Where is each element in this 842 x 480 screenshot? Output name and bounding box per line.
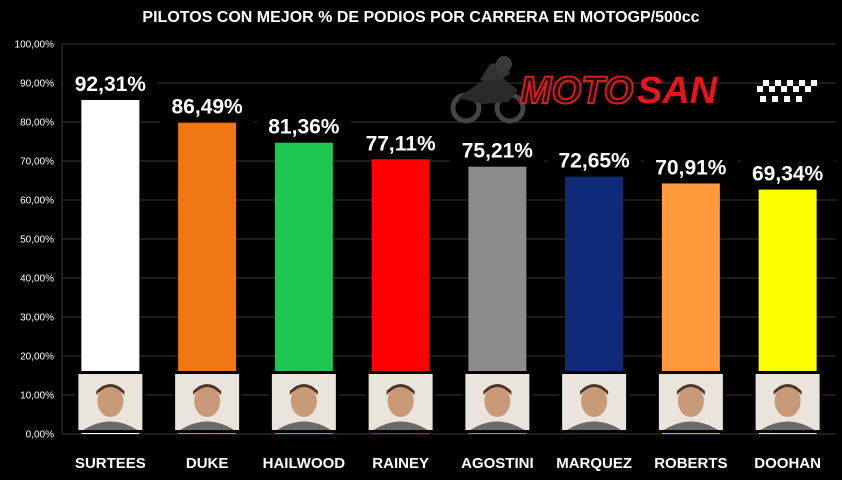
y-tick-label: 60,00%	[20, 196, 54, 207]
data-label-box	[160, 88, 255, 123]
y-tick-label: 40,00%	[20, 274, 54, 285]
y-tick-label: 20,00%	[20, 352, 54, 363]
rider-portrait-icon	[462, 371, 533, 433]
y-tick-label: 50,00%	[20, 235, 54, 246]
data-label-box	[63, 65, 158, 100]
y-tick-label: 10,00%	[20, 391, 54, 402]
category-label: MARQUEZ	[556, 455, 632, 472]
data-label: 72,65%	[559, 150, 631, 173]
y-tick-label: 30,00%	[20, 313, 54, 324]
data-label: 75,21%	[462, 140, 534, 163]
data-label-box	[256, 108, 351, 143]
category-label: RAINEY	[372, 455, 429, 472]
y-tick-label: 70,00%	[20, 157, 54, 168]
rider-portrait-icon	[172, 371, 243, 433]
data-label-box	[547, 142, 642, 177]
rider-portrait-icon	[268, 371, 339, 433]
rider-photos	[75, 371, 823, 433]
category-label: SURTEES	[75, 455, 146, 472]
data-label-box	[353, 125, 448, 160]
data-label-box	[450, 132, 545, 167]
logo-text-san: SAN	[637, 70, 719, 112]
chart-title: PILOTOS CON MEJOR % DE PODIOS POR CARRER…	[142, 9, 699, 26]
data-label: 92,31%	[75, 73, 147, 96]
data-label-box	[643, 149, 738, 184]
checkered-flag-icon	[757, 80, 817, 102]
category-label: ROBERTS	[654, 455, 727, 472]
motosan-logo: MOTO SAN	[450, 56, 817, 124]
y-axis-tick-labels: 0,00% 10,00% 20,00% 30,00% 40,00% 50,00% 60,00…	[15, 40, 55, 441]
y-tick-label: 0,00%	[26, 430, 54, 441]
data-label: 86,49%	[172, 96, 244, 119]
data-label: 77,11%	[366, 132, 436, 155]
data-label: 70,91%	[655, 156, 727, 179]
y-tick-label: 80,00%	[20, 118, 54, 129]
category-label: DOOHAN	[754, 455, 821, 472]
category-labels: SURTEES DUKE HAILWOOD RAINEY AGOSTINI MARQUEZ…	[75, 455, 821, 472]
data-label: 81,36%	[268, 116, 340, 139]
rider-portrait-icon	[752, 371, 823, 433]
rider-portrait-icon	[75, 371, 146, 433]
category-label: DUKE	[186, 455, 229, 472]
rider-portrait-icon	[559, 371, 630, 433]
data-labels: 92,31% 86,49% 81,36% 77,11% 75,21% 72,65% 70,9…	[63, 65, 835, 190]
motorcycle-rider-icon	[450, 56, 526, 124]
data-label-box	[740, 155, 835, 190]
category-label: HAILWOOD	[263, 455, 346, 472]
logo-text-moto: MOTO	[520, 70, 633, 112]
rider-portrait-icon	[365, 371, 436, 433]
y-tick-label: 90,00%	[20, 79, 54, 90]
y-tick-label: 100,00%	[15, 40, 55, 51]
data-label: 69,34%	[752, 163, 824, 186]
rider-portrait-icon	[655, 371, 726, 433]
category-label: AGOSTINI	[461, 455, 534, 472]
